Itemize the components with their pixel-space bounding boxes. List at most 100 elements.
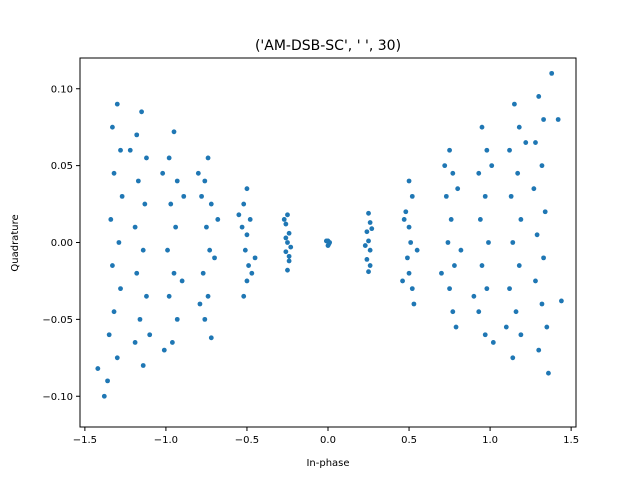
data-point <box>288 244 294 250</box>
data-point <box>101 393 107 399</box>
data-point <box>531 186 537 192</box>
data-point <box>546 370 551 376</box>
data-point <box>510 240 516 245</box>
data-point <box>132 224 138 230</box>
data-point <box>242 247 248 253</box>
data-point <box>476 309 482 315</box>
data-point <box>364 257 370 262</box>
data-point <box>95 366 101 371</box>
data-point <box>142 201 148 207</box>
data-point <box>283 249 289 255</box>
data-point <box>244 232 250 238</box>
data-point <box>110 124 115 130</box>
data-point <box>285 240 290 245</box>
data-point <box>202 316 208 322</box>
data-point <box>285 267 290 273</box>
data-point <box>135 178 141 184</box>
data-point <box>367 247 373 253</box>
data-point <box>366 210 371 216</box>
data-point <box>283 235 289 241</box>
data-point <box>144 293 149 299</box>
data-point <box>286 230 292 236</box>
data-point <box>118 286 123 292</box>
data-point <box>108 217 114 222</box>
data-point <box>171 270 177 276</box>
data-point <box>523 140 529 145</box>
data-point <box>445 240 451 245</box>
data-point <box>144 155 149 161</box>
data-point <box>252 255 258 261</box>
data-point <box>405 255 410 261</box>
data-point <box>246 263 251 268</box>
data-point <box>197 301 203 307</box>
data-point <box>507 147 512 153</box>
data-point <box>477 217 483 222</box>
data-point <box>513 309 519 315</box>
x-tick-label: −1.5 <box>73 435 97 446</box>
data-point <box>366 269 371 275</box>
data-point <box>326 241 332 247</box>
data-point <box>174 178 180 184</box>
data-point <box>450 309 456 315</box>
data-point <box>401 217 407 222</box>
data-point <box>486 240 491 245</box>
data-point <box>165 247 170 253</box>
data-point <box>367 220 373 225</box>
data-point <box>409 193 415 199</box>
data-point <box>207 247 213 253</box>
data-point <box>447 286 452 292</box>
data-point <box>482 332 488 338</box>
data-point <box>140 247 146 253</box>
x-axis-ticks: −1.5 −1.0 −0.5 0.0 0.5 1.0 1.5 <box>73 427 579 446</box>
data-point <box>364 229 370 235</box>
data-point <box>503 324 509 330</box>
data-point <box>490 340 496 345</box>
data-point <box>453 324 459 330</box>
y-tick-label: −0.05 <box>42 315 73 326</box>
data-point <box>510 355 516 361</box>
data-point <box>169 340 175 345</box>
data-point <box>489 163 495 169</box>
data-point <box>106 332 112 338</box>
data-point <box>447 147 452 153</box>
data-point <box>137 316 143 322</box>
data-point <box>409 286 415 292</box>
x-tick-label: 1.0 <box>482 435 498 446</box>
data-point <box>241 201 247 207</box>
data-point <box>119 193 125 199</box>
data-point <box>286 258 292 264</box>
data-point <box>484 147 490 153</box>
data-point <box>479 263 485 268</box>
data-point <box>111 170 117 176</box>
data-point <box>140 363 146 368</box>
x-tick-label: −1.0 <box>154 435 178 446</box>
data-point <box>544 324 550 330</box>
data-point <box>166 155 172 161</box>
data-point <box>127 147 133 153</box>
data-point <box>118 147 123 153</box>
y-tick-label: 0.05 <box>51 161 73 172</box>
y-axis-label: Quadrature <box>10 214 21 271</box>
data-point <box>161 347 167 353</box>
data-point <box>458 247 464 253</box>
data-point <box>400 278 405 284</box>
data-point <box>406 178 412 184</box>
data-point <box>512 101 517 107</box>
y-axis-ticks: −0.10 −0.05 0.00 0.05 0.10 <box>42 84 80 403</box>
data-point <box>439 270 444 276</box>
data-point <box>508 193 514 199</box>
data-point <box>281 217 287 222</box>
data-point <box>455 186 461 192</box>
data-point <box>536 347 542 353</box>
data-point <box>369 226 375 232</box>
x-axis-label: In-phase <box>306 458 349 469</box>
data-point <box>204 224 209 230</box>
data-point <box>200 270 206 276</box>
x-tick-label: −0.5 <box>235 435 259 446</box>
data-point <box>195 170 201 176</box>
data-point <box>114 355 120 361</box>
data-point <box>236 212 242 218</box>
data-point <box>110 263 115 268</box>
data-point <box>244 186 250 192</box>
data-point <box>541 255 546 261</box>
